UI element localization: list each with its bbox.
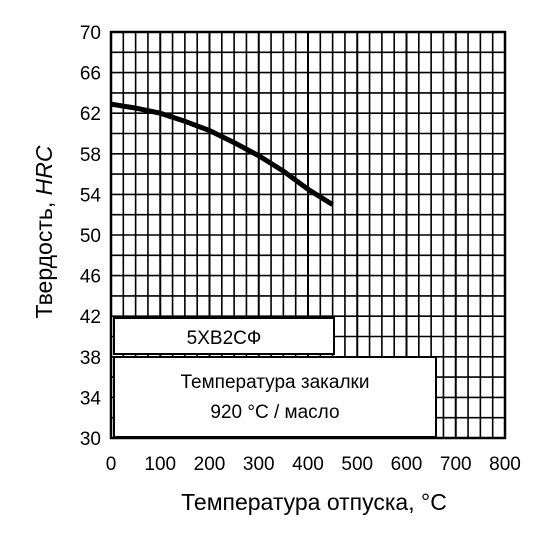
x-tick-label: 800 xyxy=(489,454,521,475)
y-axis-label-main: Твердость, xyxy=(31,195,57,318)
y-tick-label: 66 xyxy=(80,64,101,85)
y-tick-label: 54 xyxy=(80,185,102,206)
x-tick-label: 400 xyxy=(292,454,324,475)
x-tick-label: 0 xyxy=(106,454,117,475)
quench-medium-label: 920 °С / масло xyxy=(210,402,339,423)
steel-grade-box: 5ХВ2СФ xyxy=(113,317,335,355)
x-tick-label: 600 xyxy=(391,454,423,475)
y-tick-label: 34 xyxy=(80,388,102,409)
y-tick-labels: 30 34 38 42 46 50 54 58 62 66 70 xyxy=(80,23,102,450)
y-tick-label: 30 xyxy=(80,429,101,450)
x-axis-label: Температура отпуска, °С xyxy=(181,489,447,515)
quench-box: Температура закалки 920 °С / масло xyxy=(113,356,437,438)
y-axis-label: Твердость, HRC xyxy=(31,145,57,318)
series xyxy=(110,101,334,207)
y-tick-label: 42 xyxy=(80,307,101,328)
steel-grade-label: 5ХВ2СФ xyxy=(187,328,262,349)
y-tick-label: 50 xyxy=(80,226,101,247)
y-axis-label-unit: HRC xyxy=(31,145,57,195)
y-tick-label: 58 xyxy=(80,145,101,166)
y-tick-label: 38 xyxy=(80,348,101,369)
x-tick-label: 500 xyxy=(341,454,373,475)
x-tick-label: 100 xyxy=(144,454,176,475)
x-tick-labels: 0 100 200 300 400 500 600 700 800 xyxy=(106,454,521,475)
x-tick-label: 200 xyxy=(194,454,226,475)
x-tick-label: 300 xyxy=(243,454,275,475)
hardness-curve xyxy=(110,101,334,207)
quench-temperature-label: Температура закалки xyxy=(181,372,370,393)
y-tick-label: 46 xyxy=(80,267,101,288)
y-tick-label: 70 xyxy=(80,23,101,44)
y-tick-label: 62 xyxy=(80,104,101,125)
x-tick-label: 700 xyxy=(440,454,472,475)
